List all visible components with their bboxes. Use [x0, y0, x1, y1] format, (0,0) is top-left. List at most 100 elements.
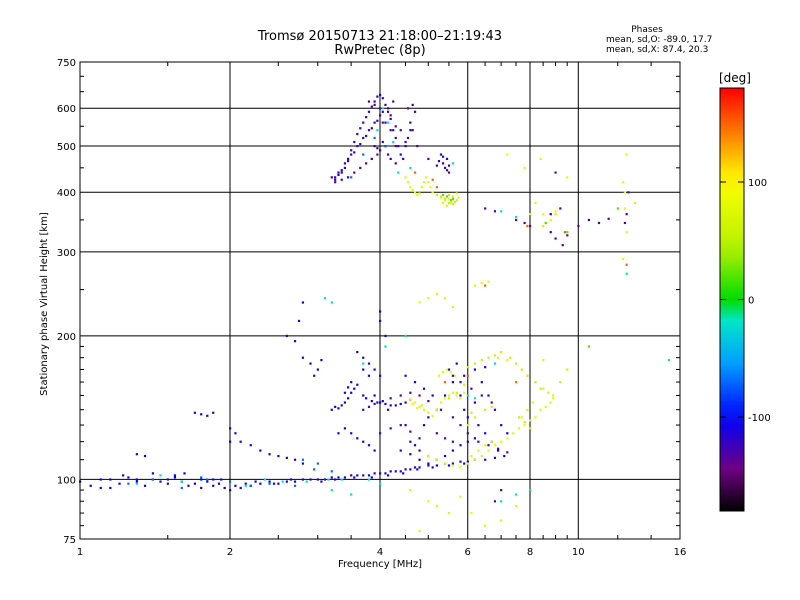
- scatter-point: [359, 142, 362, 146]
- x-tick-label: 6: [465, 547, 471, 558]
- scatter-point: [376, 95, 379, 98]
- scatter-point: [350, 149, 353, 152]
- scatter-point: [418, 458, 421, 461]
- scatter-point: [517, 416, 521, 419]
- scatter-point: [435, 292, 438, 295]
- scatter-point: [330, 489, 333, 492]
- scatter-point: [493, 210, 497, 213]
- scatter-point: [544, 405, 547, 408]
- scatter-point: [466, 460, 469, 463]
- scatter-point: [343, 162, 347, 165]
- scatter-point: [173, 476, 177, 479]
- scatter-point: [459, 424, 462, 427]
- scatter-point: [539, 387, 542, 390]
- scatter-point: [480, 381, 483, 384]
- scatter-point: [404, 144, 407, 148]
- scatter-point: [109, 478, 112, 481]
- scatter-point: [313, 468, 316, 471]
- scatter-point: [367, 129, 371, 132]
- scatter-point: [435, 464, 438, 467]
- scatter-point: [416, 407, 419, 410]
- scatter-point: [376, 147, 379, 150]
- scatter-point: [409, 468, 412, 471]
- scatter-point: [447, 512, 451, 515]
- scatter-point: [503, 454, 506, 458]
- scatter-point: [229, 440, 232, 443]
- x-tick-label: 16: [674, 547, 687, 558]
- scatter-point: [399, 153, 402, 156]
- scatter-point: [193, 482, 197, 485]
- scatter-point: [135, 478, 138, 481]
- scatter-point: [293, 484, 297, 487]
- scatter-point: [159, 480, 162, 483]
- scatter-point: [166, 478, 169, 481]
- scatter-point: [99, 486, 102, 490]
- scatter-point: [220, 478, 223, 481]
- scatter-point: [370, 127, 373, 130]
- scatter-point: [301, 462, 305, 465]
- scatter-point: [330, 470, 333, 473]
- scatter-point: [477, 424, 480, 427]
- scatter-point: [409, 489, 412, 492]
- phase-stats-heading: Phases: [631, 25, 663, 35]
- scatter-point: [500, 350, 503, 354]
- scatter-point: [411, 402, 414, 406]
- scatter-point: [493, 362, 497, 365]
- scatter-point: [484, 432, 487, 435]
- scatter-point: [523, 221, 526, 225]
- scatter-point: [411, 103, 414, 107]
- scatter-point: [445, 368, 449, 371]
- scatter-point: [418, 192, 421, 195]
- scatter-point: [455, 199, 458, 202]
- scatter-point: [384, 144, 387, 148]
- scatter-point: [397, 171, 400, 174]
- scatter-point: [422, 387, 426, 390]
- scatter-point: [459, 381, 462, 384]
- scatter-point: [634, 201, 637, 205]
- scatter-point: [484, 366, 487, 369]
- scatter-point: [506, 451, 509, 454]
- scatter-point: [340, 178, 343, 181]
- scatter-point: [343, 476, 347, 479]
- scatter-point: [365, 162, 368, 165]
- scatter-point: [166, 482, 169, 485]
- scatter-point: [386, 153, 390, 156]
- scatter-point: [350, 432, 353, 435]
- scatter-point: [455, 394, 458, 397]
- scatter-point: [389, 114, 392, 117]
- scatter-point: [431, 178, 434, 181]
- scatter-point: [239, 486, 242, 490]
- scatter-point: [427, 297, 430, 300]
- scatter-point: [449, 201, 453, 205]
- scatter-point: [381, 400, 384, 403]
- scatter-point: [625, 153, 628, 156]
- scatter-point: [451, 198, 455, 201]
- scatter-point: [473, 401, 477, 404]
- scatter-point: [625, 213, 628, 216]
- scatter-point: [365, 134, 368, 138]
- scatter-point: [367, 444, 371, 447]
- scatter-point: [466, 416, 469, 419]
- scatter-point: [365, 397, 368, 400]
- scatter-point: [439, 401, 443, 404]
- x-tick-label: 10: [572, 547, 585, 558]
- scatter-point: [212, 484, 215, 487]
- scatter-point: [431, 191, 434, 194]
- scatter-point: [443, 199, 447, 202]
- scatter-point: [337, 171, 340, 174]
- scatter-point: [451, 374, 455, 377]
- scatter-point: [384, 334, 387, 338]
- scatter-point: [394, 144, 397, 148]
- scatter-point: [277, 482, 280, 485]
- scatter-point: [484, 207, 487, 210]
- scatter-point: [506, 153, 509, 156]
- scatter-point: [418, 466, 421, 469]
- scatter-point: [622, 257, 625, 261]
- scatter-point: [406, 136, 410, 140]
- scatter-point: [420, 404, 423, 407]
- scatter-point: [466, 366, 469, 369]
- scatter-point: [362, 368, 365, 371]
- scatter-point: [484, 444, 487, 447]
- scatter-point: [200, 486, 203, 490]
- scatter-point: [379, 149, 382, 152]
